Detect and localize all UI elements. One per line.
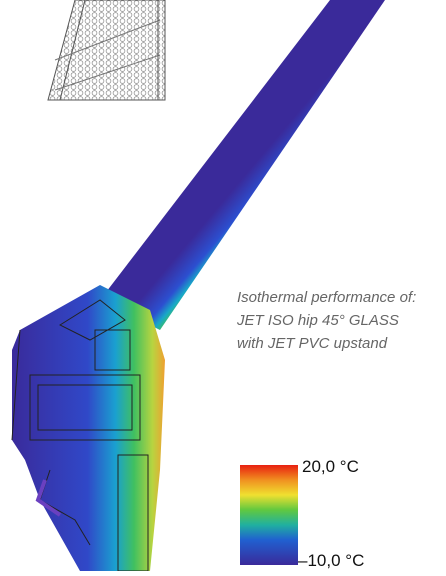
glazing-band [100, 0, 385, 330]
caption-line: Isothermal performance of: [237, 289, 416, 306]
gasket [35, 479, 62, 517]
legend-min: –10,0 °C [298, 551, 364, 570]
color-scale [240, 465, 298, 565]
caption-line: JET ISO hip 45° GLASS [236, 312, 399, 329]
caption-line: with JET PVC upstand [237, 335, 388, 352]
upstand-frame [12, 285, 165, 571]
insulation-detail [47, 0, 166, 101]
legend-max: 20,0 °C [302, 457, 359, 476]
